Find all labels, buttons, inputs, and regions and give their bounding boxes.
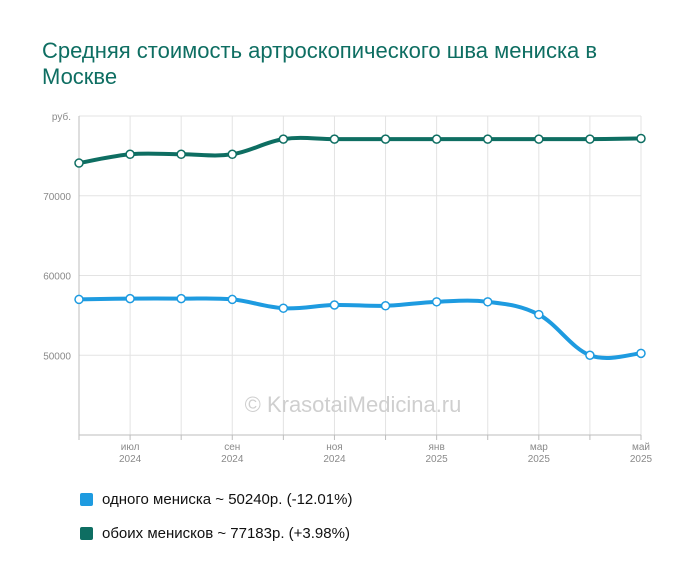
points-layer [74,133,646,360]
x-tick-month: мар [530,442,548,453]
data-point[interactable] [482,297,493,307]
data-point[interactable] [585,350,595,360]
axis-layer: 500006000070000руб.июл2024сен2024ноя2024… [43,111,652,465]
data-point[interactable] [585,134,595,144]
series-layer [77,135,643,360]
grid-layer [78,115,642,435]
data-point[interactable] [482,134,493,144]
legend-label-single: одного мениска ~ 50240р. (-12.01%) [102,490,353,508]
data-point[interactable] [227,294,238,305]
series-line-1 [77,135,643,166]
x-tick-year: 2024 [221,454,244,465]
x-tick-month: янв [429,442,445,453]
x-tick-year: 2025 [426,454,449,465]
data-point[interactable] [125,293,135,304]
legend-swatch-both [80,526,93,540]
data-point[interactable] [534,134,544,144]
legend-item-single[interactable]: одного мениска ~ 50240р. (-12.01%) [80,482,352,516]
legend-label-both: обоих менисков ~ 77183р. (+3.98%) [102,524,350,542]
chart-title: Средняя стоимость артроскопического шва … [42,38,598,89]
y-tick-label: 50000 [43,351,71,362]
x-tick-year: 2024 [119,454,142,465]
data-point[interactable] [431,134,442,144]
x-tick-month: сен [224,442,240,453]
line-chart: © KrasotaiMedicina.ru 50000 60000 70000 руб… [43,111,652,465]
series-line-0 [77,296,643,360]
x-tick-year: 2025 [630,454,653,465]
y-axis-unit: руб. [52,111,71,123]
data-point[interactable] [636,133,646,144]
data-point[interactable] [125,149,135,160]
legend-swatch-single [80,492,93,506]
watermark: © KrasotaiMedicina.ru [245,392,462,417]
data-point[interactable] [278,303,289,313]
data-point[interactable] [380,301,391,311]
data-point[interactable] [380,134,391,144]
x-tick-year: 2024 [323,454,346,465]
data-point[interactable] [534,309,544,320]
data-point[interactable] [329,134,340,144]
legend-item-both[interactable]: обоих менисков ~ 77183р. (+3.98%) [80,516,352,550]
data-point[interactable] [176,293,186,304]
data-point[interactable] [329,300,340,310]
x-tick-month: ноя [326,442,343,453]
data-point[interactable] [227,149,238,160]
data-point[interactable] [176,149,186,160]
x-tick-year: 2025 [528,454,551,465]
data-point[interactable] [74,294,84,305]
y-tick-label: 60000 [43,272,71,283]
data-point[interactable] [636,348,646,359]
y-tick-label: 70000 [43,192,71,203]
legend: одного мениска ~ 50240р. (-12.01%) обоих… [80,482,352,550]
data-point[interactable] [74,158,84,168]
x-tick-month: май [632,442,650,453]
data-point[interactable] [278,134,289,144]
x-tick-month: июл [121,442,140,453]
data-point[interactable] [431,297,442,307]
